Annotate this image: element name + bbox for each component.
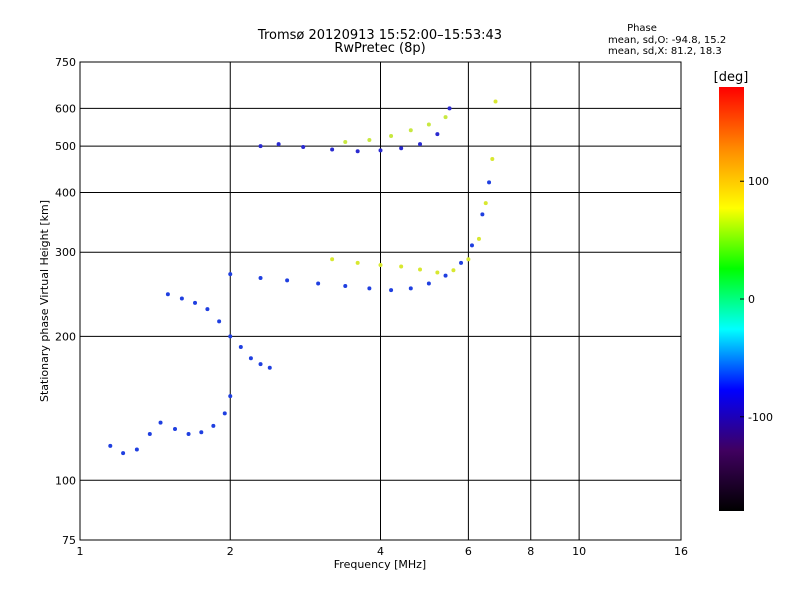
data-point <box>459 260 464 265</box>
data-point <box>426 281 431 286</box>
data-point <box>443 273 448 278</box>
colorbar-label: [deg] <box>714 70 749 85</box>
data-point <box>330 257 335 262</box>
y-tick-labels: 75 100 200 300 400 500 600 750 <box>55 56 76 547</box>
x-tick-label: 10 <box>572 545 586 558</box>
y-tick-label: 400 <box>55 186 76 199</box>
data-point <box>487 180 492 185</box>
data-point <box>165 292 170 297</box>
data-point <box>228 394 233 399</box>
data-point <box>276 142 281 147</box>
data-point <box>301 145 306 150</box>
data-point <box>222 411 227 416</box>
data-point <box>443 115 448 120</box>
data-point <box>134 447 139 452</box>
data-point <box>267 365 272 370</box>
data-point <box>186 431 191 436</box>
data-point <box>480 212 485 217</box>
y-axis-label: Stationary phase Virtual Height [km] <box>38 200 51 402</box>
data-point <box>205 307 210 312</box>
x-axis-label: Frequency [MHz] <box>334 558 426 571</box>
data-point <box>435 132 440 137</box>
colorbar-tick-label: 0 <box>748 293 755 306</box>
y-tick-label: 75 <box>62 534 76 547</box>
data-point <box>285 278 290 283</box>
data-point <box>248 356 253 361</box>
y-tick-label: 300 <box>55 246 76 259</box>
data-point <box>228 334 233 339</box>
y-tick-label: 100 <box>55 474 76 487</box>
data-point <box>469 243 474 248</box>
data-point <box>389 134 394 139</box>
data-point <box>490 157 495 162</box>
data-point <box>418 142 423 147</box>
data-point <box>451 268 456 273</box>
data-point <box>493 99 498 104</box>
y-tick-label: 200 <box>55 330 76 343</box>
data-point <box>367 138 372 143</box>
data-point <box>228 272 233 277</box>
colorbar <box>719 87 744 511</box>
y-tick-label: 750 <box>55 56 76 69</box>
chart-title: Tromsø 20120913 15:52:00–15:53:43 <box>257 28 502 43</box>
colorbar-tick-label: 100 <box>748 175 769 188</box>
data-point <box>399 264 404 269</box>
data-point <box>147 431 152 436</box>
data-point <box>211 423 216 428</box>
data-point <box>330 147 335 152</box>
data-point <box>408 286 413 291</box>
data-point <box>238 345 243 350</box>
grid-lines <box>80 62 681 540</box>
data-point <box>316 281 321 286</box>
data-point <box>435 270 440 275</box>
data-point <box>258 362 263 367</box>
data-point <box>426 122 431 127</box>
data-point <box>193 300 198 305</box>
x-tick-label: 2 <box>227 545 234 558</box>
y-tick-label: 500 <box>55 140 76 153</box>
y-tick-label: 600 <box>55 102 76 115</box>
data-point <box>399 146 404 151</box>
data-point <box>483 201 488 206</box>
data-point <box>355 260 360 265</box>
data-point <box>408 128 413 133</box>
data-point <box>447 106 452 111</box>
data-point <box>199 430 204 435</box>
colorbar-ticks: 100 0 -100 <box>740 175 773 424</box>
data-point <box>476 236 481 241</box>
x-tick-label: 8 <box>527 545 534 558</box>
data-point <box>466 257 471 262</box>
data-point <box>179 296 184 301</box>
data-point <box>378 263 383 268</box>
stats-line-x: mean, sd,X: 81.2, 18.3 <box>608 46 722 57</box>
x-tick-labels: 1 2 4 6 8 10 16 <box>77 545 689 558</box>
data-point <box>355 149 360 154</box>
data-point <box>258 144 263 149</box>
data-point <box>343 283 348 288</box>
data-point <box>172 427 177 432</box>
scatter-points <box>108 99 498 456</box>
x-tick-label: 6 <box>465 545 472 558</box>
data-point <box>367 286 372 291</box>
x-tick-label: 1 <box>77 545 84 558</box>
data-point <box>121 451 126 456</box>
data-point <box>217 319 222 324</box>
x-tick-label: 4 <box>377 545 384 558</box>
data-point <box>158 420 163 425</box>
data-point <box>108 443 113 448</box>
stats-header: Phase <box>627 23 657 34</box>
data-point <box>389 288 394 293</box>
stats-line-o: mean, sd,O: -94.8, 15.2 <box>608 35 726 46</box>
data-point <box>343 140 348 145</box>
data-point <box>258 275 263 280</box>
chart-subtitle: RwPretec (8p) <box>334 41 425 56</box>
data-point <box>378 148 383 153</box>
x-tick-label: 16 <box>674 545 688 558</box>
data-point <box>418 267 423 272</box>
colorbar-tick-label: -100 <box>748 411 773 424</box>
